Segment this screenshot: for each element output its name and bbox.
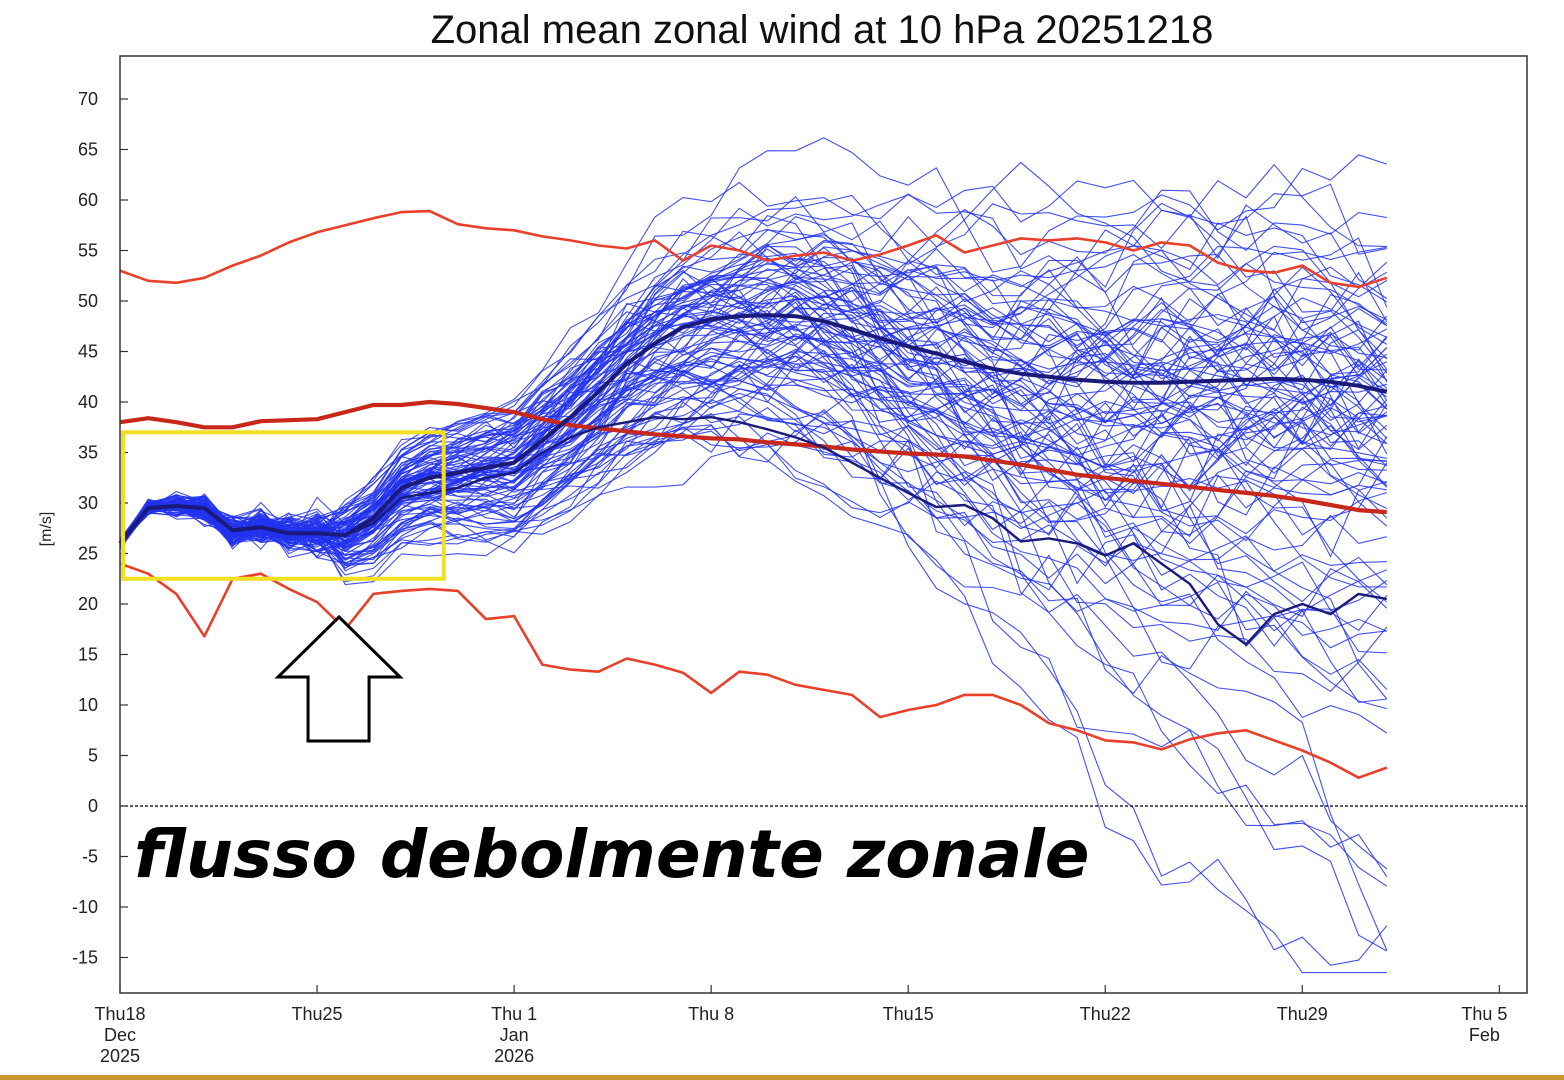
y-tick-label: 50	[78, 291, 98, 311]
y-tick-label: 10	[78, 695, 98, 715]
ensemble-member-line	[119, 274, 1388, 552]
y-tick-label: 35	[78, 443, 98, 463]
y-tick-label: -10	[72, 897, 98, 917]
y-tick-label: 0	[88, 796, 98, 816]
y-tick-label: 15	[78, 645, 98, 665]
y-tick-label: 55	[78, 241, 98, 261]
ensemble-member-line	[119, 276, 1387, 549]
y-tick-label: 60	[78, 190, 98, 210]
ensemble-member-line	[119, 320, 1388, 543]
ensemble-member-line	[119, 264, 1388, 690]
x-tick-label: Thu15	[883, 1004, 934, 1024]
ensemble-member-line	[119, 355, 1388, 603]
y-axis-label: [m/s]	[38, 512, 55, 547]
ensemble-member-line	[119, 258, 1388, 558]
series-line-climatology-max	[119, 209, 1388, 289]
ensemble-member-line	[119, 268, 1387, 654]
ensemble-member-line	[119, 424, 1387, 670]
ensemble-member-line	[119, 370, 1387, 555]
bottom-accent-bar	[0, 1075, 1564, 1080]
y-tick-label: 70	[78, 89, 98, 109]
ensemble-member-line	[119, 262, 1388, 544]
up-arrow-icon	[274, 614, 404, 743]
x-tick-label: Thu22	[1080, 1004, 1131, 1024]
x-tick-label: Thu 1 Jan 2026	[491, 1004, 537, 1066]
chart-title: Zonal mean zonal wind at 10 hPa 20251218	[431, 8, 1214, 52]
ensemble-member-line	[119, 307, 1388, 553]
y-tick-label: 45	[78, 342, 98, 362]
ensemble-member-line	[119, 351, 1388, 603]
x-tick-label: Thu29	[1277, 1004, 1328, 1024]
series-line-climatology-mean	[119, 399, 1387, 515]
y-tick-label: 5	[88, 746, 98, 766]
y-tick-label: 40	[78, 392, 98, 412]
ensemble-members	[119, 137, 1388, 974]
ensemble-member-line	[119, 430, 1387, 572]
ensemble-member-line	[119, 369, 1388, 612]
y-tick-label: 30	[78, 493, 98, 513]
plot-frame	[119, 55, 1528, 994]
series-line-control-member	[119, 416, 1388, 646]
x-tick-label: Thu 5 Feb	[1461, 1004, 1507, 1045]
x-tick-label: Thu25	[292, 1004, 343, 1024]
ensemble-member-line	[119, 228, 1388, 547]
ensemble-member-line	[119, 283, 1388, 544]
series-line-climatology-min	[119, 562, 1388, 780]
y-tick-label: -15	[72, 948, 98, 968]
y-tick-label: 20	[78, 594, 98, 614]
ensemble-member-line	[119, 246, 1387, 703]
ensemble-member-line	[119, 257, 1388, 547]
ensemble-member-line	[119, 325, 1388, 546]
annotation-text: flusso debolmente zonale	[134, 816, 1090, 893]
ensemble-member-line	[119, 278, 1387, 545]
x-tick-label: Thu 8	[688, 1004, 734, 1024]
ensemble-member-line	[119, 189, 1387, 549]
y-tick-label: 25	[78, 544, 98, 564]
y-tick-label: -5	[82, 847, 98, 867]
ensemble-member-line	[119, 304, 1388, 559]
ensemble-member-line	[119, 161, 1388, 545]
y-tick-label: 65	[78, 140, 98, 160]
ensemble-member-line	[119, 245, 1387, 544]
ensemble-member-line	[119, 412, 1388, 693]
highlight-box	[121, 430, 446, 581]
ensemble-member-line	[119, 183, 1387, 543]
x-axis: Thu18 Dec 2025 Thu25 Thu 1 Jan 2026 Thu 8 Thu15 T…	[94, 985, 1507, 1066]
ensemble-member-line	[119, 401, 1388, 618]
ensemble-member-line	[119, 196, 1387, 710]
reference-lines	[118, 209, 1388, 780]
ensemble-member-line	[119, 412, 1387, 559]
ensemble-member-line	[119, 351, 1388, 548]
x-tick-label: Thu18 Dec 2025	[94, 1004, 145, 1066]
ensemble-member-line	[119, 294, 1388, 565]
